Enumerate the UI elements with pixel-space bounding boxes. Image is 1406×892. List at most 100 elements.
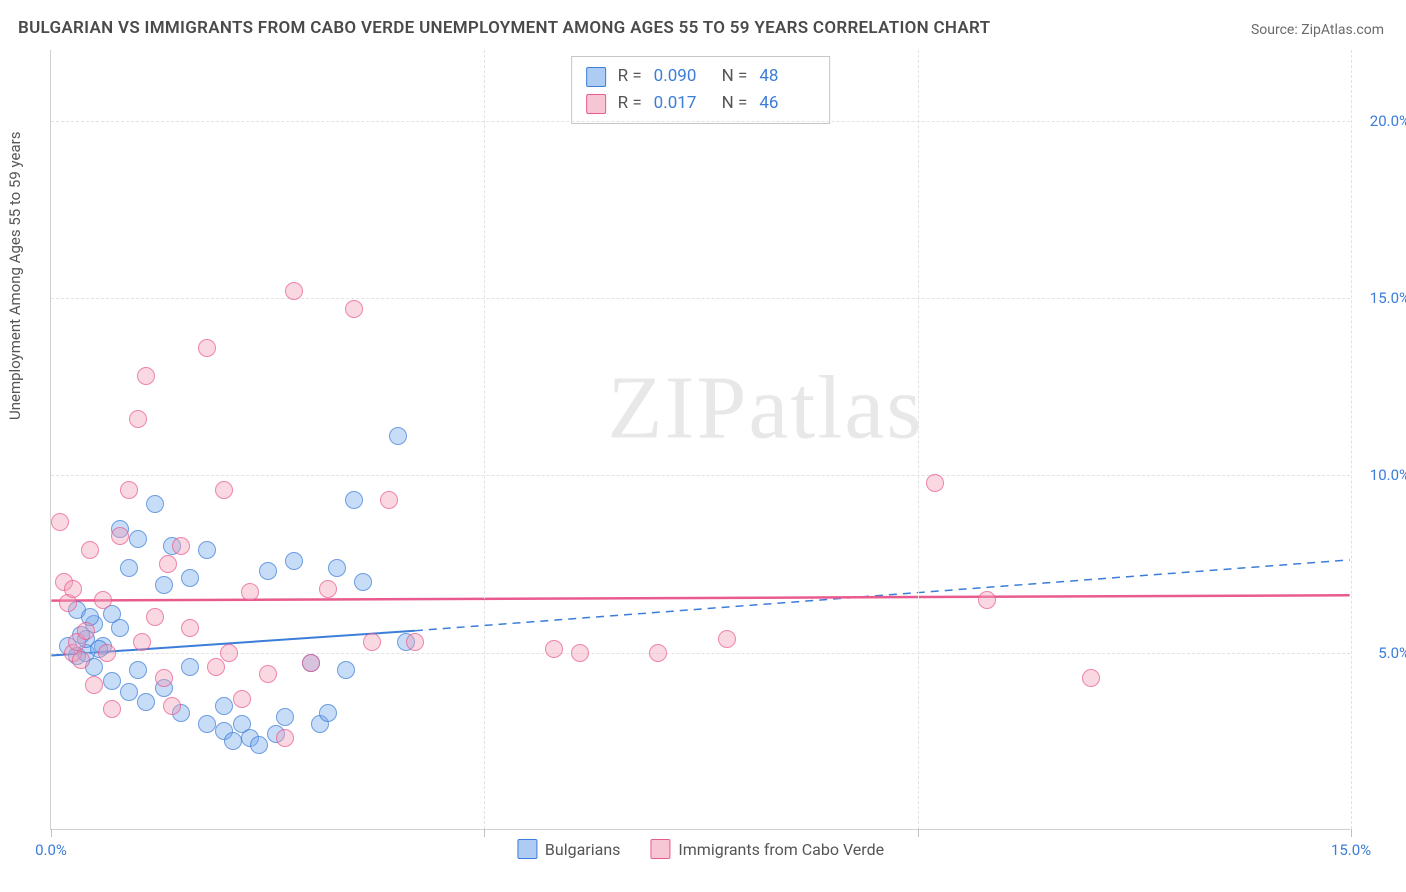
scatter-point bbox=[120, 683, 138, 701]
scatter-point bbox=[319, 580, 337, 598]
scatter-point bbox=[285, 282, 303, 300]
scatter-point bbox=[319, 704, 337, 722]
n-value-cabo-verde: 46 bbox=[759, 90, 815, 117]
chart-title: BULGARIAN VS IMMIGRANTS FROM CABO VERDE … bbox=[18, 18, 990, 38]
x-tick bbox=[484, 829, 485, 837]
y-tick-label: 20.0% bbox=[1370, 112, 1406, 130]
scatter-point bbox=[198, 541, 216, 559]
legend-item-cabo-verde: Immigrants from Cabo Verde bbox=[650, 839, 884, 859]
scatter-point bbox=[718, 630, 736, 648]
scatter-point bbox=[649, 644, 667, 662]
scatter-point bbox=[72, 651, 90, 669]
y-tick-label: 10.0% bbox=[1370, 466, 1406, 484]
scatter-point bbox=[328, 559, 346, 577]
watermark-thin: atlas bbox=[748, 359, 923, 458]
scatter-point bbox=[406, 633, 424, 651]
gridline-v bbox=[484, 50, 485, 829]
x-tick bbox=[1351, 829, 1352, 837]
swatch-blue-icon bbox=[517, 839, 537, 859]
scatter-point bbox=[64, 580, 82, 598]
gridline-v bbox=[1351, 50, 1352, 829]
scatter-point bbox=[129, 410, 147, 428]
scatter-point bbox=[354, 573, 372, 591]
plot-area: ZIPatlas R = 0.090 N = 48 R = 0.017 N = … bbox=[50, 50, 1350, 830]
x-tick bbox=[51, 829, 52, 837]
swatch-pink-icon bbox=[650, 839, 670, 859]
scatter-point bbox=[233, 690, 251, 708]
r-value-cabo-verde: 0.017 bbox=[654, 90, 710, 117]
scatter-point bbox=[276, 729, 294, 747]
scatter-point bbox=[259, 665, 277, 683]
scatter-point bbox=[155, 669, 173, 687]
scatter-point bbox=[129, 661, 147, 679]
scatter-point bbox=[380, 491, 398, 509]
scatter-point bbox=[363, 633, 381, 651]
scatter-point bbox=[111, 527, 129, 545]
scatter-point bbox=[1082, 669, 1100, 687]
gridline-h bbox=[51, 475, 1350, 476]
scatter-point bbox=[250, 736, 268, 754]
scatter-point bbox=[198, 715, 216, 733]
scatter-point bbox=[146, 608, 164, 626]
watermark-bold: ZIP bbox=[607, 359, 748, 458]
r-value-bulgarians: 0.090 bbox=[654, 63, 710, 90]
scatter-point bbox=[163, 697, 181, 715]
n-label: N = bbox=[722, 63, 748, 90]
scatter-point bbox=[159, 555, 177, 573]
trend-lines bbox=[51, 50, 1350, 829]
x-tick-label: 15.0% bbox=[1331, 841, 1371, 859]
scatter-point bbox=[181, 658, 199, 676]
scatter-point bbox=[155, 576, 173, 594]
swatch-pink-icon bbox=[586, 94, 606, 114]
scatter-point bbox=[978, 591, 996, 609]
scatter-point bbox=[224, 732, 242, 750]
scatter-point bbox=[345, 491, 363, 509]
scatter-point bbox=[215, 481, 233, 499]
x-tick bbox=[918, 829, 919, 837]
bottom-legend: Bulgarians Immigrants from Cabo Verde bbox=[517, 839, 884, 859]
stats-row-cabo-verde: R = 0.017 N = 46 bbox=[586, 90, 816, 117]
n-label: N = bbox=[722, 90, 748, 117]
scatter-point bbox=[571, 644, 589, 662]
scatter-point bbox=[146, 495, 164, 513]
scatter-point bbox=[926, 474, 944, 492]
scatter-point bbox=[207, 658, 225, 676]
scatter-point bbox=[337, 661, 355, 679]
scatter-point bbox=[137, 367, 155, 385]
source-attribution: Source: ZipAtlas.com bbox=[1251, 22, 1384, 38]
scatter-point bbox=[389, 427, 407, 445]
swatch-blue-icon bbox=[586, 67, 606, 87]
y-tick-label: 5.0% bbox=[1378, 644, 1406, 662]
scatter-point bbox=[85, 676, 103, 694]
scatter-point bbox=[129, 530, 147, 548]
scatter-point bbox=[241, 583, 259, 601]
scatter-point bbox=[285, 552, 303, 570]
scatter-point bbox=[345, 300, 363, 318]
scatter-point bbox=[94, 591, 112, 609]
stats-legend-box: R = 0.090 N = 48 R = 0.017 N = 46 bbox=[571, 56, 831, 124]
scatter-point bbox=[111, 619, 129, 637]
scatter-point bbox=[215, 697, 233, 715]
gridline-h bbox=[51, 653, 1350, 654]
legend-label-cabo-verde: Immigrants from Cabo Verde bbox=[678, 840, 884, 859]
scatter-point bbox=[220, 644, 238, 662]
scatter-point bbox=[98, 644, 116, 662]
scatter-point bbox=[302, 654, 320, 672]
scatter-point bbox=[181, 569, 199, 587]
y-tick-label: 15.0% bbox=[1370, 289, 1406, 307]
gridline-h bbox=[51, 298, 1350, 299]
legend-label-bulgarians: Bulgarians bbox=[545, 840, 620, 859]
scatter-point bbox=[120, 559, 138, 577]
scatter-point bbox=[198, 339, 216, 357]
scatter-point bbox=[81, 541, 99, 559]
y-axis-label: Unemployment Among Ages 55 to 59 years bbox=[6, 132, 24, 420]
legend-item-bulgarians: Bulgarians bbox=[517, 839, 620, 859]
scatter-point bbox=[276, 708, 294, 726]
scatter-point bbox=[103, 672, 121, 690]
x-tick-label: 0.0% bbox=[35, 841, 67, 859]
scatter-point bbox=[172, 537, 190, 555]
scatter-point bbox=[120, 481, 138, 499]
gridline-h bbox=[51, 121, 1350, 122]
scatter-point bbox=[77, 622, 95, 640]
scatter-point bbox=[181, 619, 199, 637]
